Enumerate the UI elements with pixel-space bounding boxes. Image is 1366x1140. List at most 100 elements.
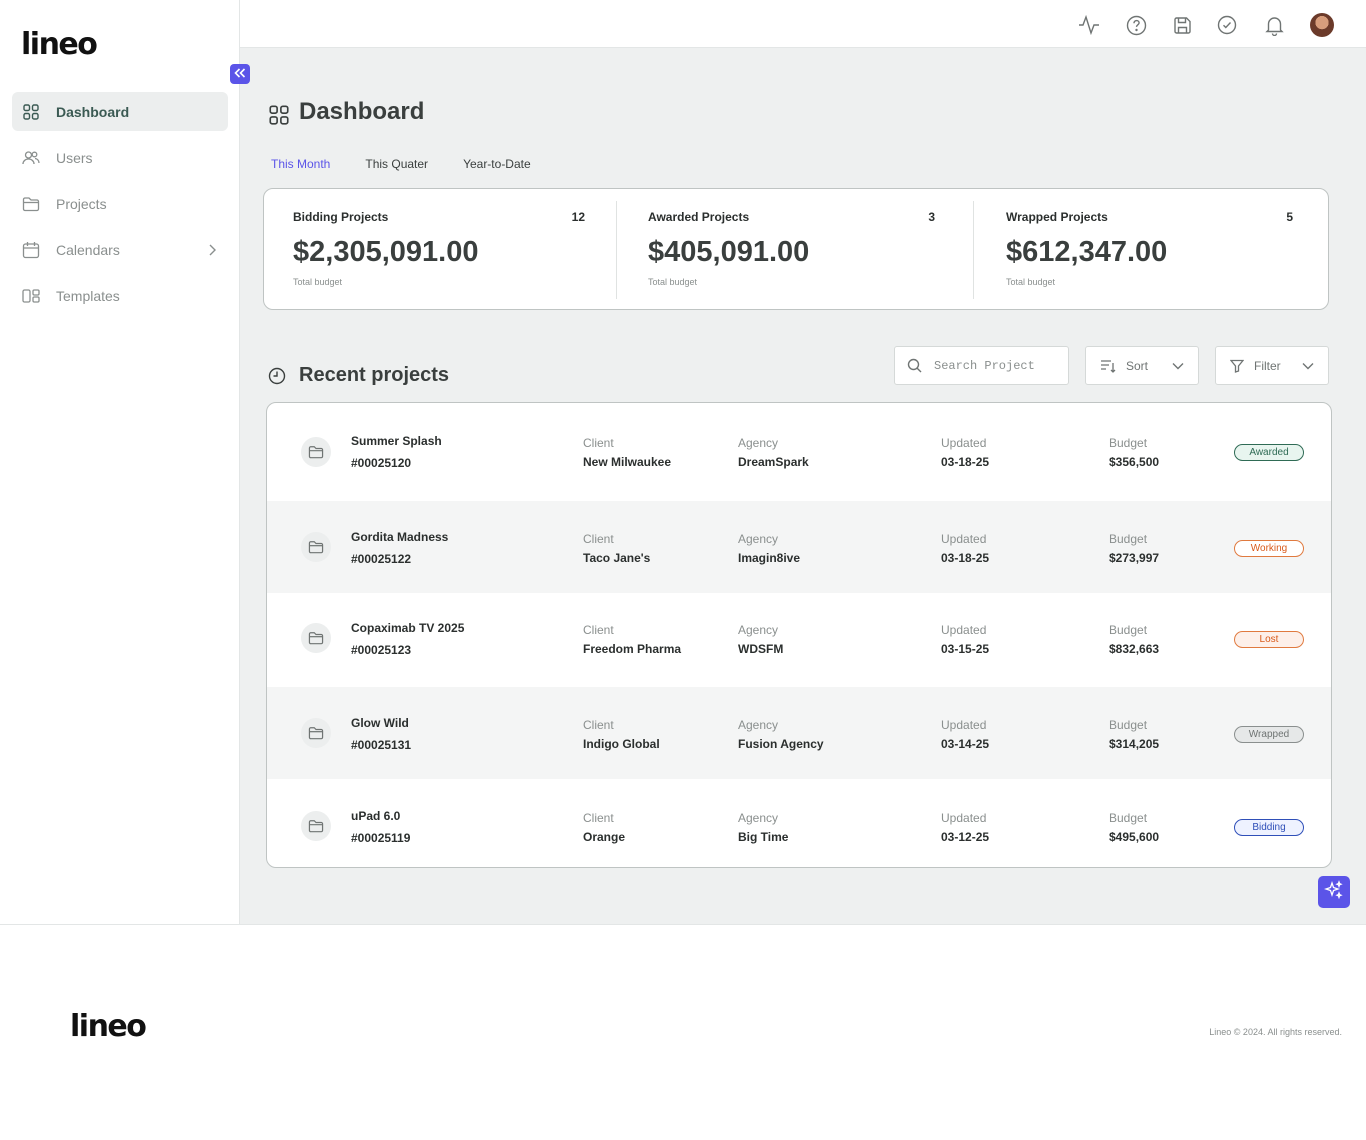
tab-year-to-date[interactable]: Year-to-Date [463,157,531,171]
project-cell[interactable]: Glow Wild #00025131 [351,712,411,756]
updated-label: Updated [941,436,987,450]
client-value: Orange [583,830,626,844]
budget-label: Budget [1109,623,1148,637]
project-name[interactable]: Gordita Madness [351,530,449,544]
grid-icon [22,103,40,121]
ai-assistant-button[interactable] [1318,876,1350,908]
project-name[interactable]: Summer Splash [351,434,442,448]
client-label: Client [583,436,614,450]
copyright-text: Lineo © 2024. All rights reserved. [1209,1027,1342,1037]
stat-sub: Total budget [1006,277,1056,287]
filter-button[interactable]: Filter [1215,346,1329,385]
bell-icon[interactable] [1263,14,1285,36]
updated-cell: Updated 03-15-25 [941,622,989,660]
project-name[interactable]: Glow Wild [351,716,409,730]
project-cell[interactable]: Summer Splash #00025120 [351,430,442,474]
avatar[interactable] [1310,13,1334,37]
status-badge: Wrapped [1234,726,1304,743]
stat-label: Bidding Projects [293,210,389,224]
top-bar [240,0,1366,48]
agency-value: WDSFM [738,642,784,656]
table-row[interactable]: Copaximab TV 2025 #00025123 Client Freed… [267,593,1331,687]
collapse-sidebar-button[interactable] [230,64,250,84]
agency-label: Agency [738,436,779,450]
agency-value: DreamSpark [738,455,809,469]
sparkles-icon [1323,879,1344,905]
project-cell[interactable]: Copaximab TV 2025 #00025123 [351,617,464,661]
table-row[interactable]: Glow Wild #00025131 Client Indigo Global… [267,687,1331,779]
help-icon[interactable] [1125,14,1147,36]
project-id: #00025122 [351,552,412,566]
agency-label: Agency [738,811,779,825]
footer-logo[interactable]: lineo [70,1009,147,1044]
project-id: #00025120 [351,456,412,470]
client-value: Freedom Pharma [583,642,682,656]
updated-value: 03-18-25 [941,455,990,469]
budget-value: $273,997 [1109,551,1160,565]
sidebar-item-projects[interactable]: Projects [12,184,228,223]
search-box[interactable] [894,346,1069,385]
budget-cell: Budget $314,205 [1109,717,1159,755]
chevron-right-icon[interactable] [208,244,216,256]
sort-button[interactable]: Sort [1085,346,1199,385]
table-row[interactable]: uPad 6.0 #00025119 Client Orange Agency … [267,779,1331,867]
agency-cell: Agency Imagin8ive [738,531,800,569]
budget-value: $495,600 [1109,830,1160,844]
stat-sub: Total budget [648,277,698,287]
clock-icon [268,367,286,390]
stat-amount: $2,305,091.00 [293,236,479,268]
lineo-logo[interactable]: lineo [21,27,98,62]
tab-this-quarter[interactable]: This Quater [365,157,429,171]
recent-projects-title: Recent projects [299,364,450,386]
project-name[interactable]: uPad 6.0 [351,809,401,823]
agency-value: Imagin8ive [738,551,801,565]
budget-label: Budget [1109,718,1148,732]
chevron-down-icon [1172,362,1184,370]
project-cell[interactable]: Gordita Madness #00025122 [351,526,448,570]
app-shell: lineo Dashboard Users Projects [0,0,1366,924]
sidebar-item-templates[interactable]: Templates [12,276,228,315]
footer: lineo Lineo © 2024. All rights reserved. [0,924,1366,1140]
folder-icon [301,532,331,562]
client-cell: Client Taco Jane's [583,531,650,569]
search-input[interactable] [934,358,1044,373]
sidebar: lineo Dashboard Users Projects [0,0,240,924]
stats-card: Bidding Projects 12 $2,305,091.00 Total … [263,188,1329,310]
sort-icon [1100,359,1116,373]
client-cell: Client Indigo Global [583,717,660,755]
agency-label: Agency [738,623,779,637]
activity-icon[interactable] [1078,14,1100,36]
budget-cell: Budget $356,500 [1109,435,1159,473]
updated-cell: Updated 03-18-25 [941,531,989,569]
table-row[interactable]: Summer Splash #00025120 Client New Milwa… [267,403,1331,501]
status-badge: Working [1234,540,1304,557]
sidebar-item-calendars[interactable]: Calendars [12,230,228,269]
updated-label: Updated [941,623,987,637]
client-value: Indigo Global [583,737,660,751]
client-cell: Client Freedom Pharma [583,622,681,660]
sidebar-item-dashboard[interactable]: Dashboard [12,92,228,131]
folder-icon [301,811,331,841]
budget-cell: Budget $273,997 [1109,531,1159,569]
stat-label: Wrapped Projects [1006,210,1108,224]
project-name[interactable]: Copaximab TV 2025 [351,621,465,635]
check-circle-icon[interactable] [1216,14,1238,36]
folder-icon [301,623,331,653]
page-title: Dashboard [299,98,425,125]
updated-value: 03-14-25 [941,737,990,751]
project-id: #00025131 [351,738,412,752]
budget-value: $314,205 [1109,737,1160,751]
project-cell[interactable]: uPad 6.0 #00025119 [351,805,410,849]
stat-sub: Total budget [293,277,343,287]
tab-this-month[interactable]: This Month [271,157,331,171]
table-row[interactable]: Gordita Madness #00025122 Client Taco Ja… [267,501,1331,593]
save-icon[interactable] [1171,14,1193,36]
agency-cell: Agency Big Time [738,810,788,848]
client-label: Client [583,532,614,546]
agency-cell: Agency DreamSpark [738,435,809,473]
templates-icon [22,287,40,305]
chevron-down-icon [1302,362,1314,370]
divider [973,201,974,299]
status-badge: Awarded [1234,444,1304,461]
sidebar-item-users[interactable]: Users [12,138,228,177]
